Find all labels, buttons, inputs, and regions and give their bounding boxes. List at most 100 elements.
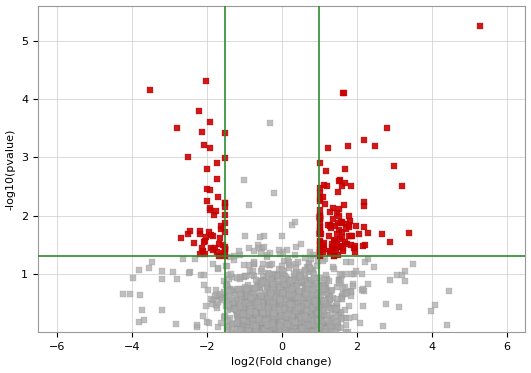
Point	[276, 312, 284, 318]
Point	[287, 310, 295, 316]
Point	[228, 275, 236, 280]
Point	[294, 307, 302, 313]
Point	[240, 319, 249, 325]
Point	[285, 295, 294, 301]
Point	[317, 292, 326, 298]
Point	[268, 317, 277, 323]
Point	[262, 303, 270, 309]
Point	[259, 329, 268, 335]
Point	[288, 311, 296, 317]
Point	[326, 223, 334, 229]
Point	[294, 319, 302, 325]
Point	[278, 328, 286, 334]
Point	[307, 313, 316, 319]
Point	[337, 272, 346, 278]
Point	[427, 308, 435, 314]
Point	[293, 297, 301, 303]
Point	[321, 297, 329, 303]
Point	[303, 316, 311, 322]
Point	[358, 243, 367, 249]
Point	[335, 227, 343, 233]
Point	[224, 272, 233, 278]
Point	[258, 318, 266, 324]
Point	[312, 329, 320, 335]
Point	[328, 205, 337, 211]
Point	[284, 257, 292, 263]
Point	[254, 301, 262, 307]
Point	[272, 311, 281, 317]
Point	[255, 316, 263, 322]
Point	[202, 234, 210, 240]
Point	[295, 319, 304, 325]
Point	[275, 321, 283, 327]
Point	[319, 282, 328, 288]
Point	[297, 308, 305, 314]
Point	[239, 311, 248, 317]
Point	[245, 301, 254, 307]
Point	[281, 313, 290, 319]
Point	[315, 311, 324, 317]
Point	[173, 125, 181, 131]
Point	[215, 241, 224, 247]
Point	[283, 276, 292, 282]
Point	[258, 306, 266, 312]
Point	[333, 241, 341, 247]
Point	[195, 251, 204, 257]
Point	[311, 308, 319, 314]
Point	[263, 303, 271, 309]
Point	[272, 297, 280, 303]
Point	[286, 326, 294, 332]
Point	[256, 304, 264, 310]
Point	[243, 301, 252, 307]
Point	[220, 246, 229, 252]
Point	[326, 248, 334, 254]
Point	[338, 294, 346, 300]
Point	[290, 291, 299, 297]
Point	[249, 317, 257, 323]
Point	[292, 283, 300, 289]
Point	[298, 311, 307, 317]
Point	[285, 314, 294, 320]
Point	[293, 304, 301, 310]
Point	[320, 285, 328, 291]
Point	[250, 248, 259, 254]
Point	[303, 317, 311, 323]
Point	[339, 291, 347, 297]
Point	[345, 316, 353, 322]
Point	[352, 223, 361, 229]
Point	[305, 324, 313, 330]
Point	[260, 310, 269, 316]
Point	[332, 310, 340, 316]
Point	[277, 319, 286, 325]
Point	[300, 297, 309, 303]
Point	[317, 320, 326, 326]
Point	[266, 299, 275, 305]
Point	[291, 329, 299, 335]
Point	[304, 302, 312, 308]
Point	[321, 287, 329, 293]
Point	[227, 286, 235, 292]
Point	[253, 325, 262, 331]
Point	[213, 160, 221, 166]
Point	[278, 322, 286, 328]
Point	[303, 314, 311, 320]
Point	[287, 324, 296, 330]
Point	[272, 323, 280, 329]
Point	[277, 308, 285, 314]
Point	[247, 311, 256, 317]
Point	[236, 291, 244, 297]
Point	[277, 313, 285, 319]
Point	[326, 250, 335, 256]
Point	[282, 327, 291, 333]
Point	[322, 322, 330, 328]
Point	[342, 272, 350, 278]
Point	[305, 309, 314, 315]
Point	[321, 286, 329, 292]
Point	[259, 273, 268, 279]
Point	[304, 322, 312, 328]
Point	[280, 286, 289, 292]
Point	[270, 313, 279, 319]
Point	[316, 196, 324, 202]
Point	[308, 299, 316, 305]
Point	[286, 313, 295, 319]
